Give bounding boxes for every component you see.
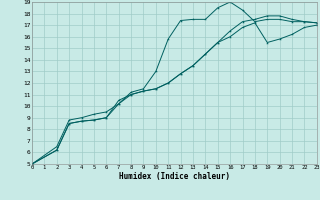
X-axis label: Humidex (Indice chaleur): Humidex (Indice chaleur): [119, 172, 230, 181]
